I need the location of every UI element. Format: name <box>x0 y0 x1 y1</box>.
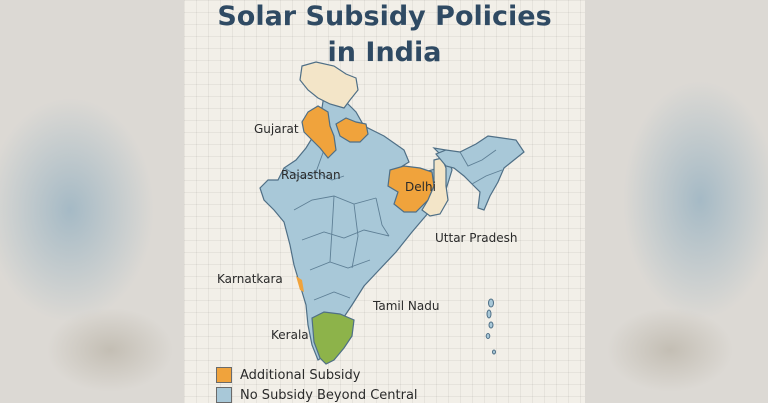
legend-item-additional: Additional Subsidy <box>216 366 360 384</box>
label-uttar-pradesh: Uttar Pradesh <box>435 231 517 245</box>
northeast-borders <box>459 149 503 185</box>
west-coast-strip <box>296 276 304 292</box>
legend-swatch-blue <box>216 387 232 403</box>
label-gujarat: Gujarat <box>254 122 299 136</box>
map-card: Solar Subsidy Policies in India <box>184 0 585 403</box>
label-kerala: Kerala <box>271 328 309 342</box>
north-region-cream <box>299 61 359 109</box>
page-title-line-1: Solar Subsidy Policies <box>217 1 552 32</box>
label-karnatkara: Karnatkara <box>217 272 283 286</box>
legend-label-additional: Additional Subsidy <box>240 367 361 383</box>
page-title-line-2: in India <box>327 37 442 68</box>
andaman-islands <box>485 298 496 355</box>
label-delhi: Delhi <box>405 180 436 194</box>
south-region-green <box>311 311 355 365</box>
label-rajasthan: Rajasthan <box>281 168 341 182</box>
legend-swatch-orange <box>216 367 232 383</box>
additional-subsidy-region-west <box>301 105 337 159</box>
legend-item-none: No Subsidy Beyond Central <box>216 386 418 403</box>
northeast-region <box>435 135 525 211</box>
legend-label-none: No Subsidy Beyond Central <box>240 387 418 403</box>
additional-subsidy-region-north <box>335 117 369 143</box>
additional-subsidy-region-east <box>387 165 435 213</box>
label-tamil-nadu: Tamil Nadu <box>372 299 439 313</box>
india-map: Gujarat Rajasthan Delhi Uttar Pradesh Ka… <box>217 61 525 365</box>
